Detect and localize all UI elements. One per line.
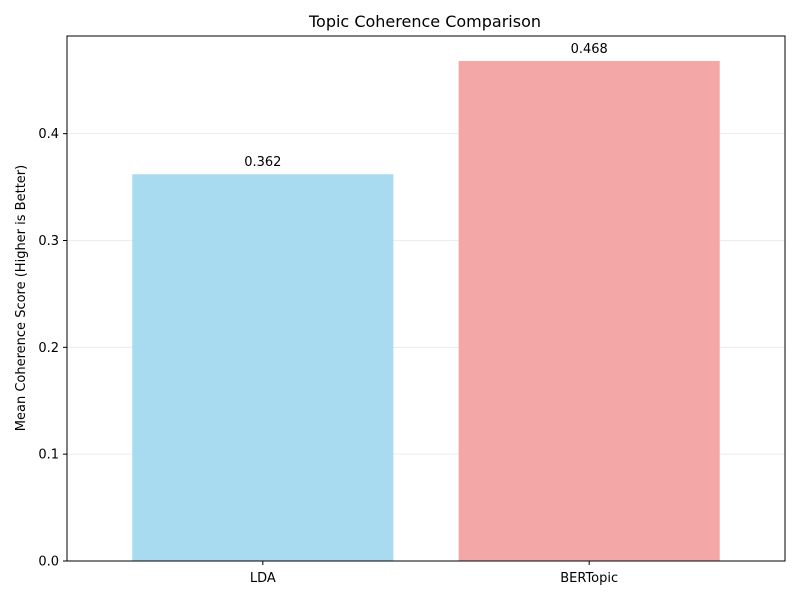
x-tick-label: BERTopic <box>560 571 618 586</box>
y-tick-label: 0.4 <box>38 127 59 142</box>
bar-value-label: 0.468 <box>571 42 608 57</box>
y-tick-label: 0.2 <box>38 341 59 356</box>
x-axis-ticks: LDA BERTopic <box>250 561 618 586</box>
y-axis-ticks: 0.0 0.1 0.2 0.3 0.4 <box>38 127 67 570</box>
chart-title: Topic Coherence Comparison <box>308 12 541 31</box>
bar-bertopic <box>458 61 720 561</box>
plot-frame <box>66 35 786 562</box>
y-tick-label: 0.3 <box>38 234 59 249</box>
bars <box>132 61 720 561</box>
bar-value-labels: 0.362 0.468 <box>244 42 608 170</box>
x-tick-label: LDA <box>250 571 276 586</box>
y-axis-label: Mean Coherence Score (Higher is Better) <box>14 165 29 431</box>
bar-value-label: 0.362 <box>244 155 281 170</box>
bar-lda <box>132 174 394 561</box>
y-tick-label: 0.0 <box>38 555 59 570</box>
y-tick-label: 0.1 <box>38 448 59 463</box>
